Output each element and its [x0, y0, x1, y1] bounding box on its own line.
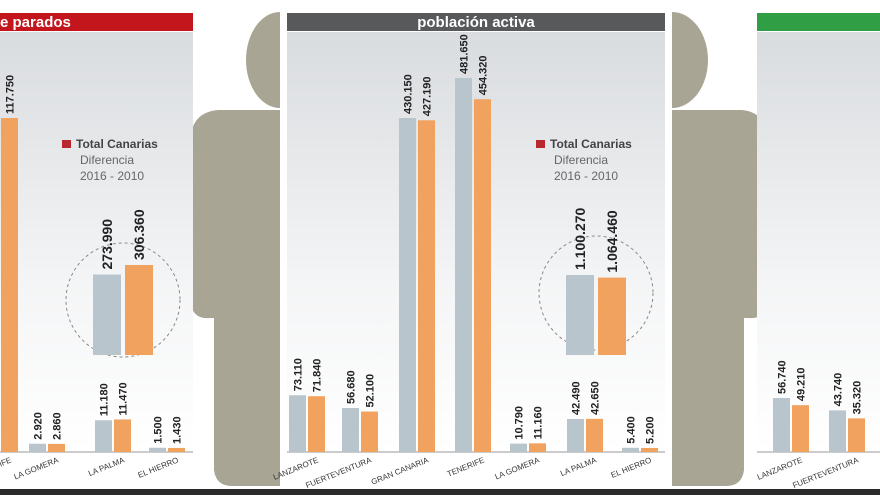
bar	[474, 99, 491, 452]
bar	[308, 396, 325, 452]
total-value-label: 1.100.270	[572, 208, 588, 270]
panel-background	[0, 32, 193, 452]
bottom-strip	[0, 489, 880, 495]
total-value-label: 273.990	[99, 219, 115, 270]
bar	[95, 420, 112, 452]
bar	[399, 117, 416, 452]
value-label: 35.320	[852, 381, 864, 415]
bar	[567, 419, 584, 452]
bar	[48, 443, 65, 452]
legend-note: Diferencia	[80, 153, 134, 167]
silhouette	[190, 12, 768, 486]
value-label: 454.320	[478, 55, 490, 95]
value-label: 49.210	[796, 368, 808, 402]
silhouette-body	[190, 110, 280, 486]
total-circle	[65, 242, 181, 358]
bar	[848, 418, 865, 452]
value-label: 11.180	[99, 383, 111, 416]
legend-label: Total Canarias	[76, 137, 158, 151]
silhouette-body	[672, 110, 768, 486]
value-label: 71.840	[312, 359, 324, 393]
value-label: 1.500	[153, 416, 165, 444]
value-label: 430.150	[403, 74, 415, 114]
bar	[622, 447, 639, 452]
total-bar	[125, 265, 153, 355]
value-label: 42.650	[590, 381, 602, 415]
legend-note: Diferencia	[554, 153, 608, 167]
value-label: 2.920	[33, 412, 45, 440]
silhouette-head	[246, 12, 280, 108]
panel-header	[287, 13, 665, 31]
value-label: 52.100	[365, 374, 377, 408]
bar	[773, 398, 790, 452]
legend-period: 2016 - 2010	[554, 169, 618, 183]
panel-header	[0, 13, 193, 31]
value-label: 1.430	[172, 416, 184, 444]
value-label: 10.790	[514, 406, 526, 440]
total-bar	[93, 274, 121, 355]
panel-header	[757, 13, 880, 31]
bar	[1, 118, 18, 452]
panel-background	[757, 32, 880, 452]
bar	[455, 78, 472, 452]
value-label: 117.750	[5, 75, 17, 114]
bar	[510, 443, 527, 452]
value-label: 43.740	[833, 373, 845, 407]
bar	[289, 395, 306, 452]
bar	[829, 410, 846, 452]
legend-swatch	[62, 140, 71, 148]
total-circle	[538, 235, 654, 351]
total-bar	[598, 277, 626, 355]
silhouette-head	[672, 12, 708, 108]
bar	[149, 447, 166, 452]
bar	[529, 443, 546, 452]
legend-swatch	[536, 140, 545, 148]
value-label: 5.400	[626, 416, 638, 444]
bar	[114, 419, 131, 452]
bar	[29, 443, 46, 452]
bar	[792, 405, 809, 452]
legend-label: Total Canarias	[550, 137, 632, 151]
bar	[586, 418, 603, 452]
value-label: 56.680	[346, 370, 358, 404]
total-value-label: 1.064.460	[604, 210, 620, 272]
value-label: 481.650	[459, 34, 471, 74]
value-label: 5.200	[645, 416, 657, 444]
bar	[641, 447, 658, 452]
panel-title: población activa	[417, 14, 535, 31]
total-value-label: 306.360	[131, 209, 147, 260]
value-label: 11.160	[533, 406, 545, 439]
bar	[361, 411, 378, 452]
value-label: 427.190	[422, 77, 434, 117]
total-bar	[566, 275, 594, 355]
value-label: 73.110	[293, 358, 305, 391]
legend-period: 2016 - 2010	[80, 169, 144, 183]
value-label: 11.470	[118, 382, 130, 415]
bar	[342, 407, 359, 452]
bar	[168, 447, 185, 452]
bar	[418, 120, 435, 452]
value-label: 2.860	[52, 412, 64, 440]
panel-title: e parados	[0, 14, 71, 31]
value-label: 42.490	[571, 381, 583, 415]
value-label: 56.740	[777, 360, 789, 394]
